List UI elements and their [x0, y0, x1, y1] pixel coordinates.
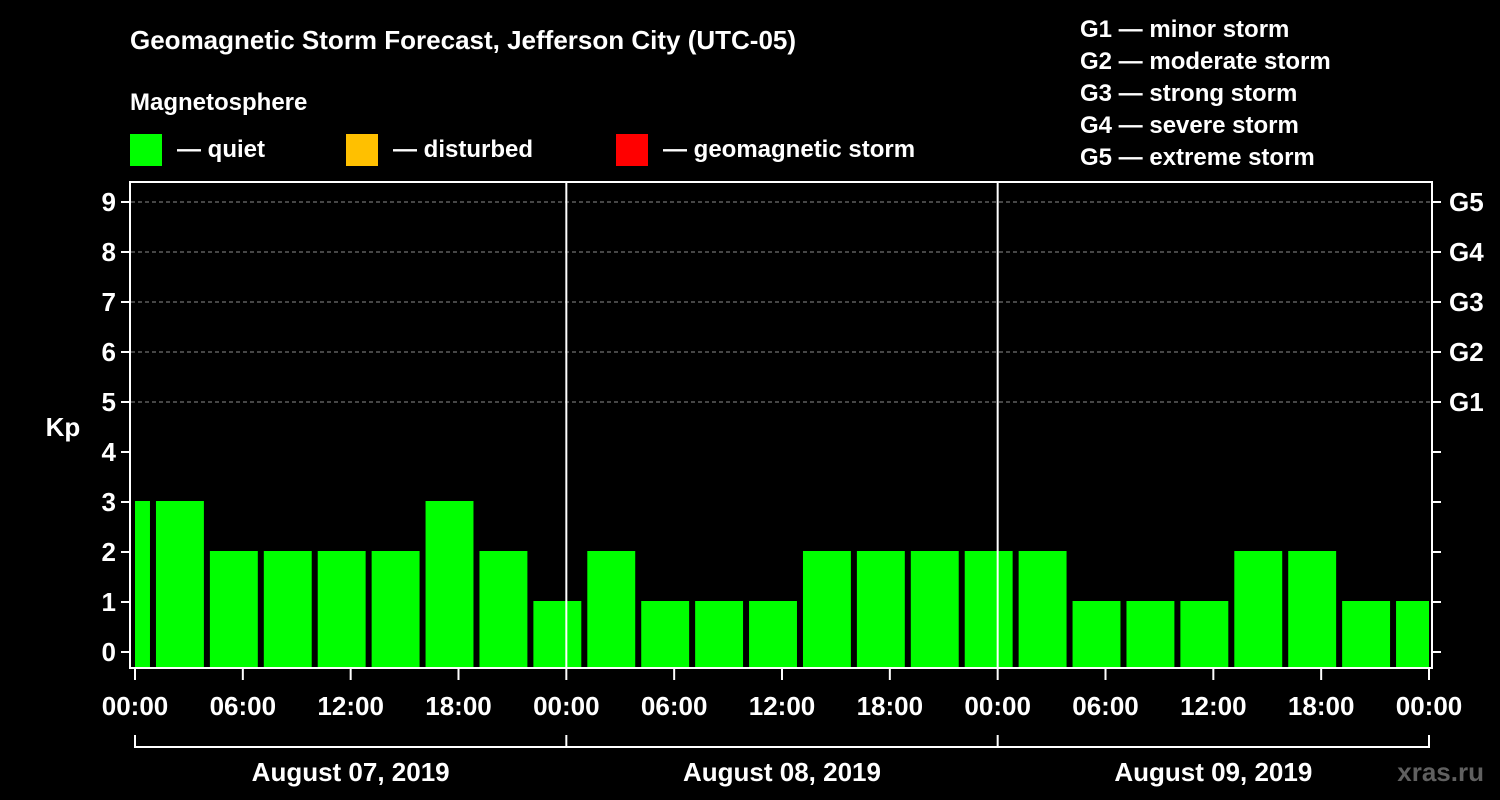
day-dividers [565, 182, 999, 667]
day-label-0: August 07, 2019 [252, 757, 450, 787]
x-tick-label-9: 06:00 [1072, 691, 1139, 721]
kp-bar-2 [209, 551, 258, 667]
x-tick-label-11: 18:00 [1288, 691, 1355, 721]
y-axis-label: Kp [46, 412, 81, 442]
y-tick-label-1: 1 [102, 587, 116, 617]
legend-swatch-1 [346, 134, 378, 166]
g-level-label-G5: G5 [1449, 187, 1484, 217]
kp-bar-5 [371, 551, 420, 667]
x-tick-label-6: 12:00 [749, 691, 816, 721]
legend-label-0: — quiet [177, 136, 265, 163]
x-tick-label-4: 00:00 [533, 691, 600, 721]
x-tick-label-8: 00:00 [964, 691, 1031, 721]
y-tick-label-6: 6 [102, 337, 116, 367]
x-tick-label-0: 00:00 [102, 691, 169, 721]
y-tick-label-9: 9 [102, 187, 116, 217]
x-tick-label-12: 00:00 [1396, 691, 1463, 721]
g-level-label-G1: G1 [1449, 387, 1484, 417]
kp-bar-17 [1018, 551, 1067, 667]
legend-swatch-2 [616, 134, 648, 166]
kp-bar-12 [749, 601, 797, 667]
storm-scale-item-2: G2 — moderate storm [1080, 48, 1331, 75]
storm-scale-item-5: G5 — extreme storm [1080, 144, 1315, 171]
kp-bar-19 [1126, 601, 1175, 667]
y-tick-label-0: 0 [102, 637, 116, 667]
g-level-label-G4: G4 [1449, 237, 1484, 267]
g-level-label-G2: G2 [1449, 337, 1484, 367]
y-tick-label-7: 7 [102, 287, 116, 317]
kp-bar-1 [155, 501, 204, 667]
kp-bar-0 [135, 501, 150, 667]
x-tick-label-5: 06:00 [641, 691, 708, 721]
kp-bar-4 [317, 551, 366, 667]
gridlines [131, 201, 1431, 403]
kp-bar-18 [1072, 601, 1121, 667]
bar-series [135, 501, 1429, 667]
x-tick-label-1: 06:00 [210, 691, 277, 721]
y-tick-label-5: 5 [102, 387, 116, 417]
kp-bar-21 [1234, 551, 1283, 667]
kp-bar-24 [1396, 601, 1429, 667]
storm-scale-item-3: G3 — strong storm [1080, 80, 1297, 107]
day-label-1: August 08, 2019 [683, 757, 881, 787]
kp-bar-13 [802, 551, 851, 667]
storm-scale-legend: G1 — minor storm G2 — moderate storm G3 — … [1080, 16, 1331, 171]
watermark: xras.ru [1397, 757, 1484, 787]
x-tick-label-7: 18:00 [857, 691, 924, 721]
y-tick-label-4: 4 [102, 437, 117, 467]
storm-scale-item-4: G4 — severe storm [1080, 112, 1299, 139]
day-labels: August 07, 2019 August 08, 2019 August 09,… [134, 735, 1430, 787]
y-axis-right: G1 G2 G3 G4 G5 [1432, 187, 1484, 653]
legend-label-1: — disturbed [393, 136, 533, 163]
kp-bar-11 [695, 601, 744, 667]
x-tick-label-10: 12:00 [1180, 691, 1247, 721]
y-tick-label-2: 2 [102, 537, 116, 567]
legend: — quiet — disturbed — geomagnetic storm [130, 134, 915, 166]
kp-bar-16 [964, 551, 1013, 667]
kp-bar-14 [856, 551, 905, 667]
legend-title: Magnetosphere [130, 89, 307, 116]
storm-scale-item-1: G1 — minor storm [1080, 16, 1289, 43]
g-level-label-G3: G3 [1449, 287, 1484, 317]
x-tick-label-3: 18:00 [425, 691, 492, 721]
day-label-2: August 09, 2019 [1114, 757, 1312, 787]
kp-bar-10 [641, 601, 690, 667]
kp-bar-3 [263, 551, 312, 667]
kp-bar-8 [533, 601, 582, 667]
kp-bar-22 [1288, 551, 1337, 667]
kp-bar-9 [587, 551, 636, 667]
legend-swatch-0 [130, 134, 162, 166]
y-axis-left: 0 1 2 3 4 5 6 7 8 9 [102, 187, 130, 667]
kp-bar-6 [425, 501, 474, 667]
y-tick-label-3: 3 [102, 487, 116, 517]
x-axis: 00:00 06:00 12:00 18:00 00:00 06:00 12:00 18:00… [102, 668, 1463, 721]
chart-title: Geomagnetic Storm Forecast, Jefferson Ci… [130, 25, 796, 55]
kp-bar-7 [479, 551, 528, 667]
legend-label-2: — geomagnetic storm [663, 136, 915, 163]
kp-bar-23 [1342, 601, 1391, 667]
y-tick-label-8: 8 [102, 237, 116, 267]
kp-bar-20 [1180, 601, 1229, 667]
x-tick-label-2: 12:00 [317, 691, 384, 721]
kp-bar-15 [910, 551, 959, 667]
